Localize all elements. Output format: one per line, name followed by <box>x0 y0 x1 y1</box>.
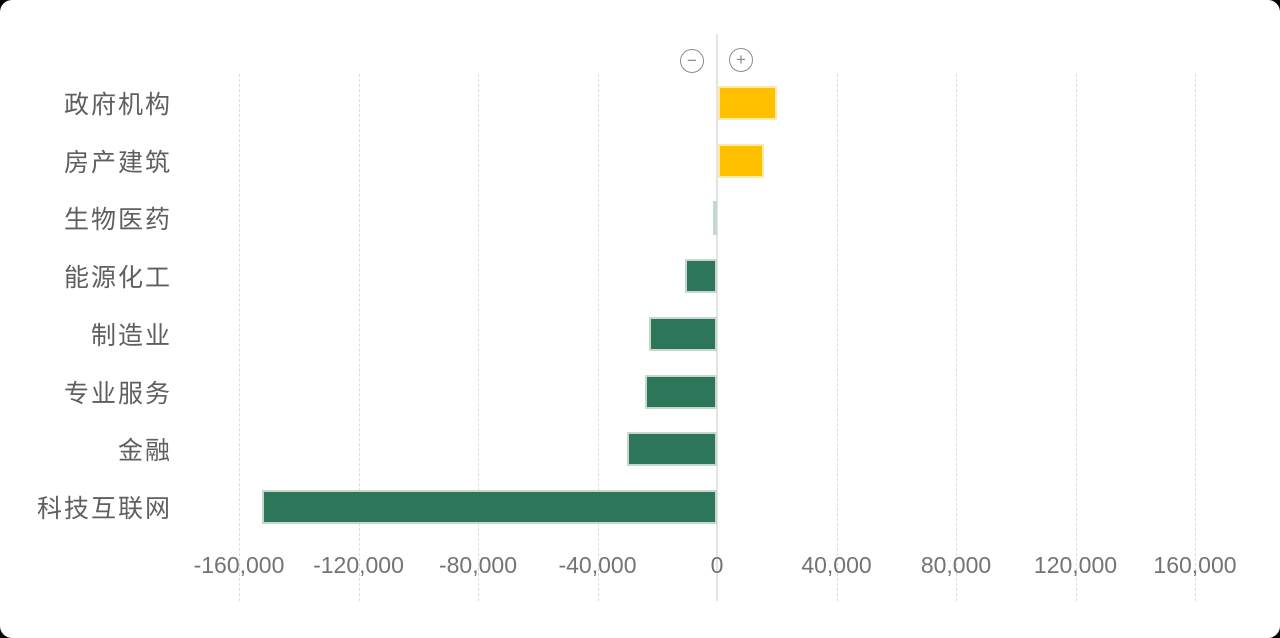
x-axis-tick-label: -120,000 <box>313 552 404 578</box>
grid-line <box>956 74 957 601</box>
bar-6[interactable] <box>645 374 717 409</box>
category-label: 制造业 <box>90 321 172 350</box>
bar-1[interactable] <box>718 86 777 120</box>
x-axis-tick-label: -80,000 <box>438 552 517 578</box>
bar-5[interactable] <box>649 316 717 351</box>
x-axis-tick-label: 0 <box>710 552 724 578</box>
category-label: 生物医药 <box>63 206 172 235</box>
bar-4[interactable] <box>685 259 717 294</box>
x-axis-tick-label: -40,000 <box>558 552 637 578</box>
category-label: 能源化工 <box>63 264 172 293</box>
category-label: 专业服务 <box>63 379 172 408</box>
x-axis-tick-label: 120,000 <box>1033 552 1118 578</box>
grid-line <box>358 74 360 601</box>
x-axis-tick-label: 80,000 <box>920 552 992 578</box>
plus-icon: + <box>736 49 746 69</box>
grid-line <box>239 74 240 601</box>
category-label: 科技互联网 <box>36 494 172 523</box>
category-label: 金融 <box>117 437 172 466</box>
bar-7[interactable] <box>627 432 717 467</box>
x-axis-tick-label: 40,000 <box>801 552 872 578</box>
bar-3[interactable] <box>712 201 717 236</box>
zoom-in-button[interactable]: + <box>729 48 753 72</box>
grid-line <box>1075 74 1077 601</box>
zero-axis-line <box>716 34 718 601</box>
grid-line <box>1195 74 1196 601</box>
zoom-out-button[interactable]: − <box>680 49 704 73</box>
bar-8[interactable] <box>262 489 717 524</box>
bar-2[interactable] <box>718 143 764 178</box>
minus-icon: − <box>687 50 697 70</box>
grid-line <box>836 74 838 601</box>
grid-line <box>478 74 479 601</box>
x-axis-tick-label: -160,000 <box>193 552 285 578</box>
category-label: 房产建筑 <box>63 148 172 177</box>
grid-line <box>597 74 599 601</box>
category-label: 政府机构 <box>63 91 172 119</box>
x-axis-tick-label: 160,000 <box>1153 552 1237 578</box>
